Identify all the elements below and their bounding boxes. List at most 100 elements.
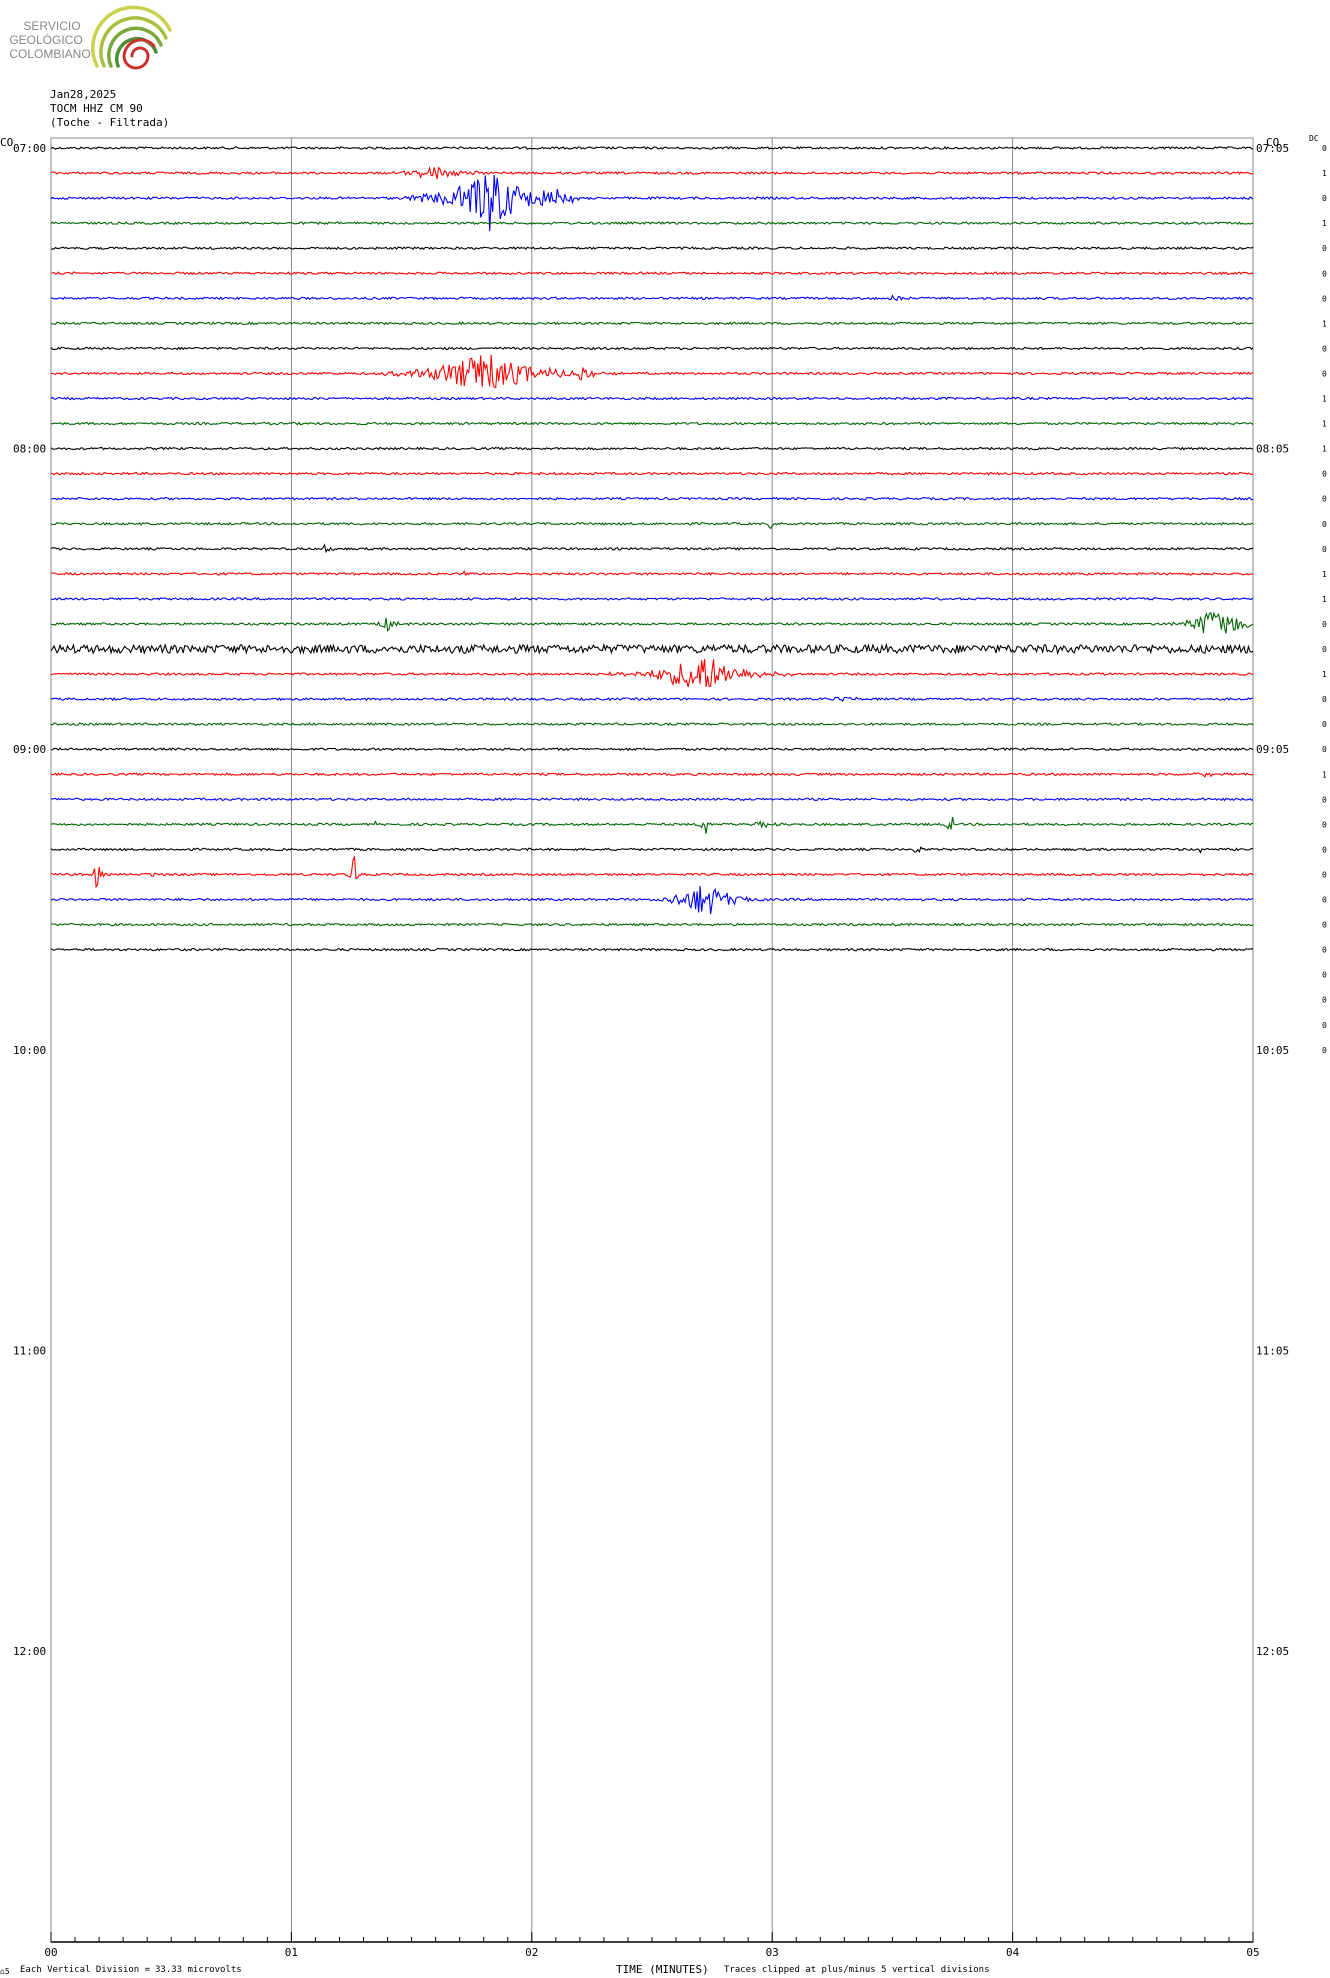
dc-value: 0 xyxy=(1322,1021,1327,1030)
trace-line xyxy=(50,642,1254,656)
plot-frame xyxy=(50,137,1254,1943)
trace-line xyxy=(50,845,1254,854)
trace-line xyxy=(50,722,1254,727)
trace-line xyxy=(50,321,1254,326)
dc-value: 0 xyxy=(1322,1046,1327,1055)
scale-value: 33.33 microvolts xyxy=(155,1965,242,1975)
dc-value: 0 xyxy=(1322,470,1327,479)
header-location: (Toche - Filtrada) xyxy=(50,116,170,129)
trace-line xyxy=(50,772,1254,778)
hour-label-left: 09:00 xyxy=(13,743,46,756)
dc-value: 0 xyxy=(1322,645,1327,654)
trace-line xyxy=(50,543,1254,554)
hour-label-right: 11:05 xyxy=(1256,1344,1289,1357)
trace-line xyxy=(50,221,1254,226)
corner-right: CO xyxy=(1266,136,1279,149)
hour-label-right: 07:05 xyxy=(1256,142,1289,155)
header: Jan28,2025 TOCM HHZ CM 90 (Toche - Filtr… xyxy=(50,88,169,130)
trace-line xyxy=(50,346,1254,351)
x-tick-label: 00 xyxy=(44,1946,57,1959)
trace-line xyxy=(50,855,1254,889)
dc-value: 1 xyxy=(1322,395,1327,404)
dc-value: 0 xyxy=(1322,520,1327,529)
x-axis: 00 01 02 03 04 05 xyxy=(44,1932,1260,1959)
dc-value: 0 xyxy=(1322,845,1327,854)
trace-line xyxy=(50,165,1254,180)
x-axis-title: TIME (MINUTES) xyxy=(616,1963,709,1976)
dc-value: 0 xyxy=(1322,695,1327,704)
trace-line xyxy=(50,922,1254,927)
x-tick-label: 01 xyxy=(285,1946,298,1959)
header-date: Jan28,2025 xyxy=(50,88,117,101)
trace-line xyxy=(50,797,1254,802)
dc-value: 0 xyxy=(1322,495,1327,504)
x-tick-label: 05 xyxy=(1246,1946,1259,1959)
dc-header: DC xyxy=(1309,134,1319,143)
dc-value: 0 xyxy=(1322,921,1327,930)
dc-value: 0 xyxy=(1322,971,1327,980)
trace-line xyxy=(50,947,1254,952)
dc-value: 0 xyxy=(1322,144,1327,153)
grid xyxy=(50,137,1254,1943)
dc-value: 0 xyxy=(1322,294,1327,303)
trace-line xyxy=(50,294,1254,302)
trace-line xyxy=(51,471,1254,476)
dc-value: 0 xyxy=(1322,269,1327,278)
dc-column: 0 1 0 1 0 0 0 1 0 0 1 1 1 0 0 0 0 1 1 0 0 1 0 0 0 1 0 0 0 0 0 0 0 0 0 0 0 xyxy=(1322,144,1327,1055)
trace-line xyxy=(50,521,1254,530)
trace-line xyxy=(50,885,1254,915)
y-labels-right: 07:05 08:05 09:05 10:05 11:05 12:05 xyxy=(1256,142,1289,1658)
clip-note: Traces clipped at plus/minus 5 vertical … xyxy=(724,1965,990,1975)
trace-line xyxy=(50,145,1254,150)
y-labels-left: 07:00 08:00 09:00 10:00 11:00 12:00 xyxy=(13,142,46,1658)
dc-value: 0 xyxy=(1322,870,1327,879)
x-tick-label: 03 xyxy=(766,1946,779,1959)
dc-value: 1 xyxy=(1322,445,1327,454)
hour-label-left: 07:00 xyxy=(13,142,46,155)
hour-label-left: 10:00 xyxy=(13,1044,46,1057)
logo-line3: COLOMBIANO xyxy=(9,47,90,61)
trace-line xyxy=(50,175,1254,232)
dc-value: 0 xyxy=(1322,820,1327,829)
trace-line xyxy=(50,354,1254,389)
traces xyxy=(50,145,1254,952)
dc-value: 0 xyxy=(1322,344,1327,353)
hour-label-right: 09:05 xyxy=(1256,743,1289,756)
trace-line xyxy=(50,396,1254,401)
dc-value: 0 xyxy=(1322,545,1327,554)
sgc-logo: SERVICIO GEOLÓGICO COLOMBIANO xyxy=(9,5,172,70)
dc-value: 0 xyxy=(1322,720,1327,729)
footer-mark: ⌂5 xyxy=(0,1967,10,1976)
logo-line1: SERVICIO xyxy=(23,19,80,33)
x-tick-label: 04 xyxy=(1006,1946,1020,1959)
dc-value: 1 xyxy=(1322,570,1327,579)
trace-line xyxy=(50,596,1254,601)
trace-line xyxy=(50,611,1254,634)
dc-value: 1 xyxy=(1322,169,1327,178)
hour-label-right: 08:05 xyxy=(1256,443,1289,456)
dc-value: 1 xyxy=(1322,420,1327,429)
dc-value: 0 xyxy=(1322,745,1327,754)
trace-line xyxy=(50,747,1254,752)
dc-value: 0 xyxy=(1322,620,1327,629)
dc-value: 0 xyxy=(1322,795,1327,804)
trace-line xyxy=(50,446,1254,451)
trace-line xyxy=(50,246,1254,251)
dc-value: 1 xyxy=(1322,770,1327,779)
trace-line xyxy=(50,658,1254,688)
trace-line xyxy=(51,569,1254,577)
hour-label-right: 12:05 xyxy=(1256,1645,1289,1658)
logo-arcs-icon xyxy=(91,5,172,70)
trace-line xyxy=(50,421,1254,426)
dc-value: 0 xyxy=(1322,369,1327,378)
corner-left: CO xyxy=(0,136,13,149)
dc-value: 0 xyxy=(1322,896,1327,905)
hour-label-left: 12:00 xyxy=(13,1645,46,1658)
x-tick-label: 02 xyxy=(525,1946,538,1959)
dc-value: 0 xyxy=(1322,244,1327,253)
logo-line2: GEOLÓGICO xyxy=(9,32,82,47)
dc-value: 0 xyxy=(1322,996,1327,1005)
dc-value: 1 xyxy=(1322,670,1327,679)
header-station: TOCM HHZ CM 90 xyxy=(50,102,143,115)
